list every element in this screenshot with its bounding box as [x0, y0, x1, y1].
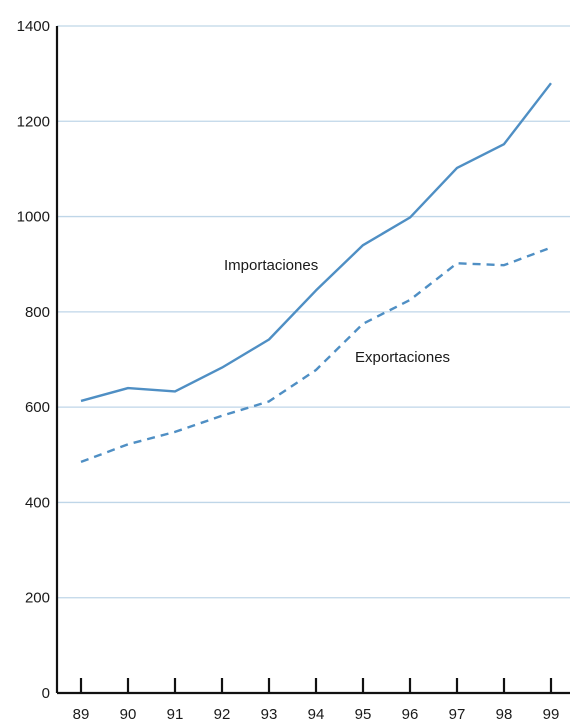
y-tick-label: 200	[25, 590, 50, 607]
y-tick-label: 1200	[17, 113, 50, 130]
x-tick-label: 93	[261, 706, 278, 723]
grid-lines	[57, 25, 570, 599]
y-tick-labels: 0 200 400 600 800 1000 1200 1400	[17, 18, 50, 702]
x-tick-label: 92	[214, 706, 231, 723]
series-line-importaciones	[80, 82, 552, 403]
series-label-exportaciones: Exportaciones	[355, 349, 450, 366]
x-tick-marks	[79, 678, 553, 693]
x-tick-label: 90	[120, 706, 137, 723]
x-tick-label: 97	[449, 706, 466, 723]
x-tick-label: 99	[543, 706, 560, 723]
series-line-exportaciones	[80, 246, 552, 464]
x-tick-label: 91	[167, 706, 184, 723]
x-tick-label: 89	[73, 706, 90, 723]
series-label-importaciones: Importaciones	[224, 257, 318, 274]
series-lines	[80, 82, 552, 464]
y-tick-label: 1400	[17, 18, 50, 35]
x-tick-label: 96	[402, 706, 419, 723]
y-tick-label: 600	[25, 399, 50, 416]
x-tick-label: 98	[496, 706, 513, 723]
y-tick-label: 400	[25, 494, 50, 511]
y-tick-label: 800	[25, 304, 50, 321]
y-tick-label: 1000	[17, 209, 50, 226]
x-tick-label: 95	[355, 706, 372, 723]
x-tick-labels: 89 90 91 92 93 94 95 96 97 98 99	[73, 706, 560, 723]
y-tick-label: 0	[42, 685, 50, 702]
x-tick-label: 94	[308, 706, 325, 723]
